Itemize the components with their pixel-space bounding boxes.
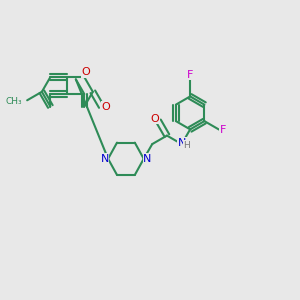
Text: F: F — [187, 70, 193, 80]
Text: O: O — [151, 113, 159, 124]
Text: O: O — [102, 101, 110, 112]
Text: CH₃: CH₃ — [6, 97, 22, 106]
Text: N: N — [100, 154, 109, 164]
Text: N: N — [178, 138, 186, 148]
Text: F: F — [220, 124, 226, 135]
Text: O: O — [81, 67, 90, 77]
Text: H: H — [184, 141, 190, 150]
Text: N: N — [143, 154, 152, 164]
